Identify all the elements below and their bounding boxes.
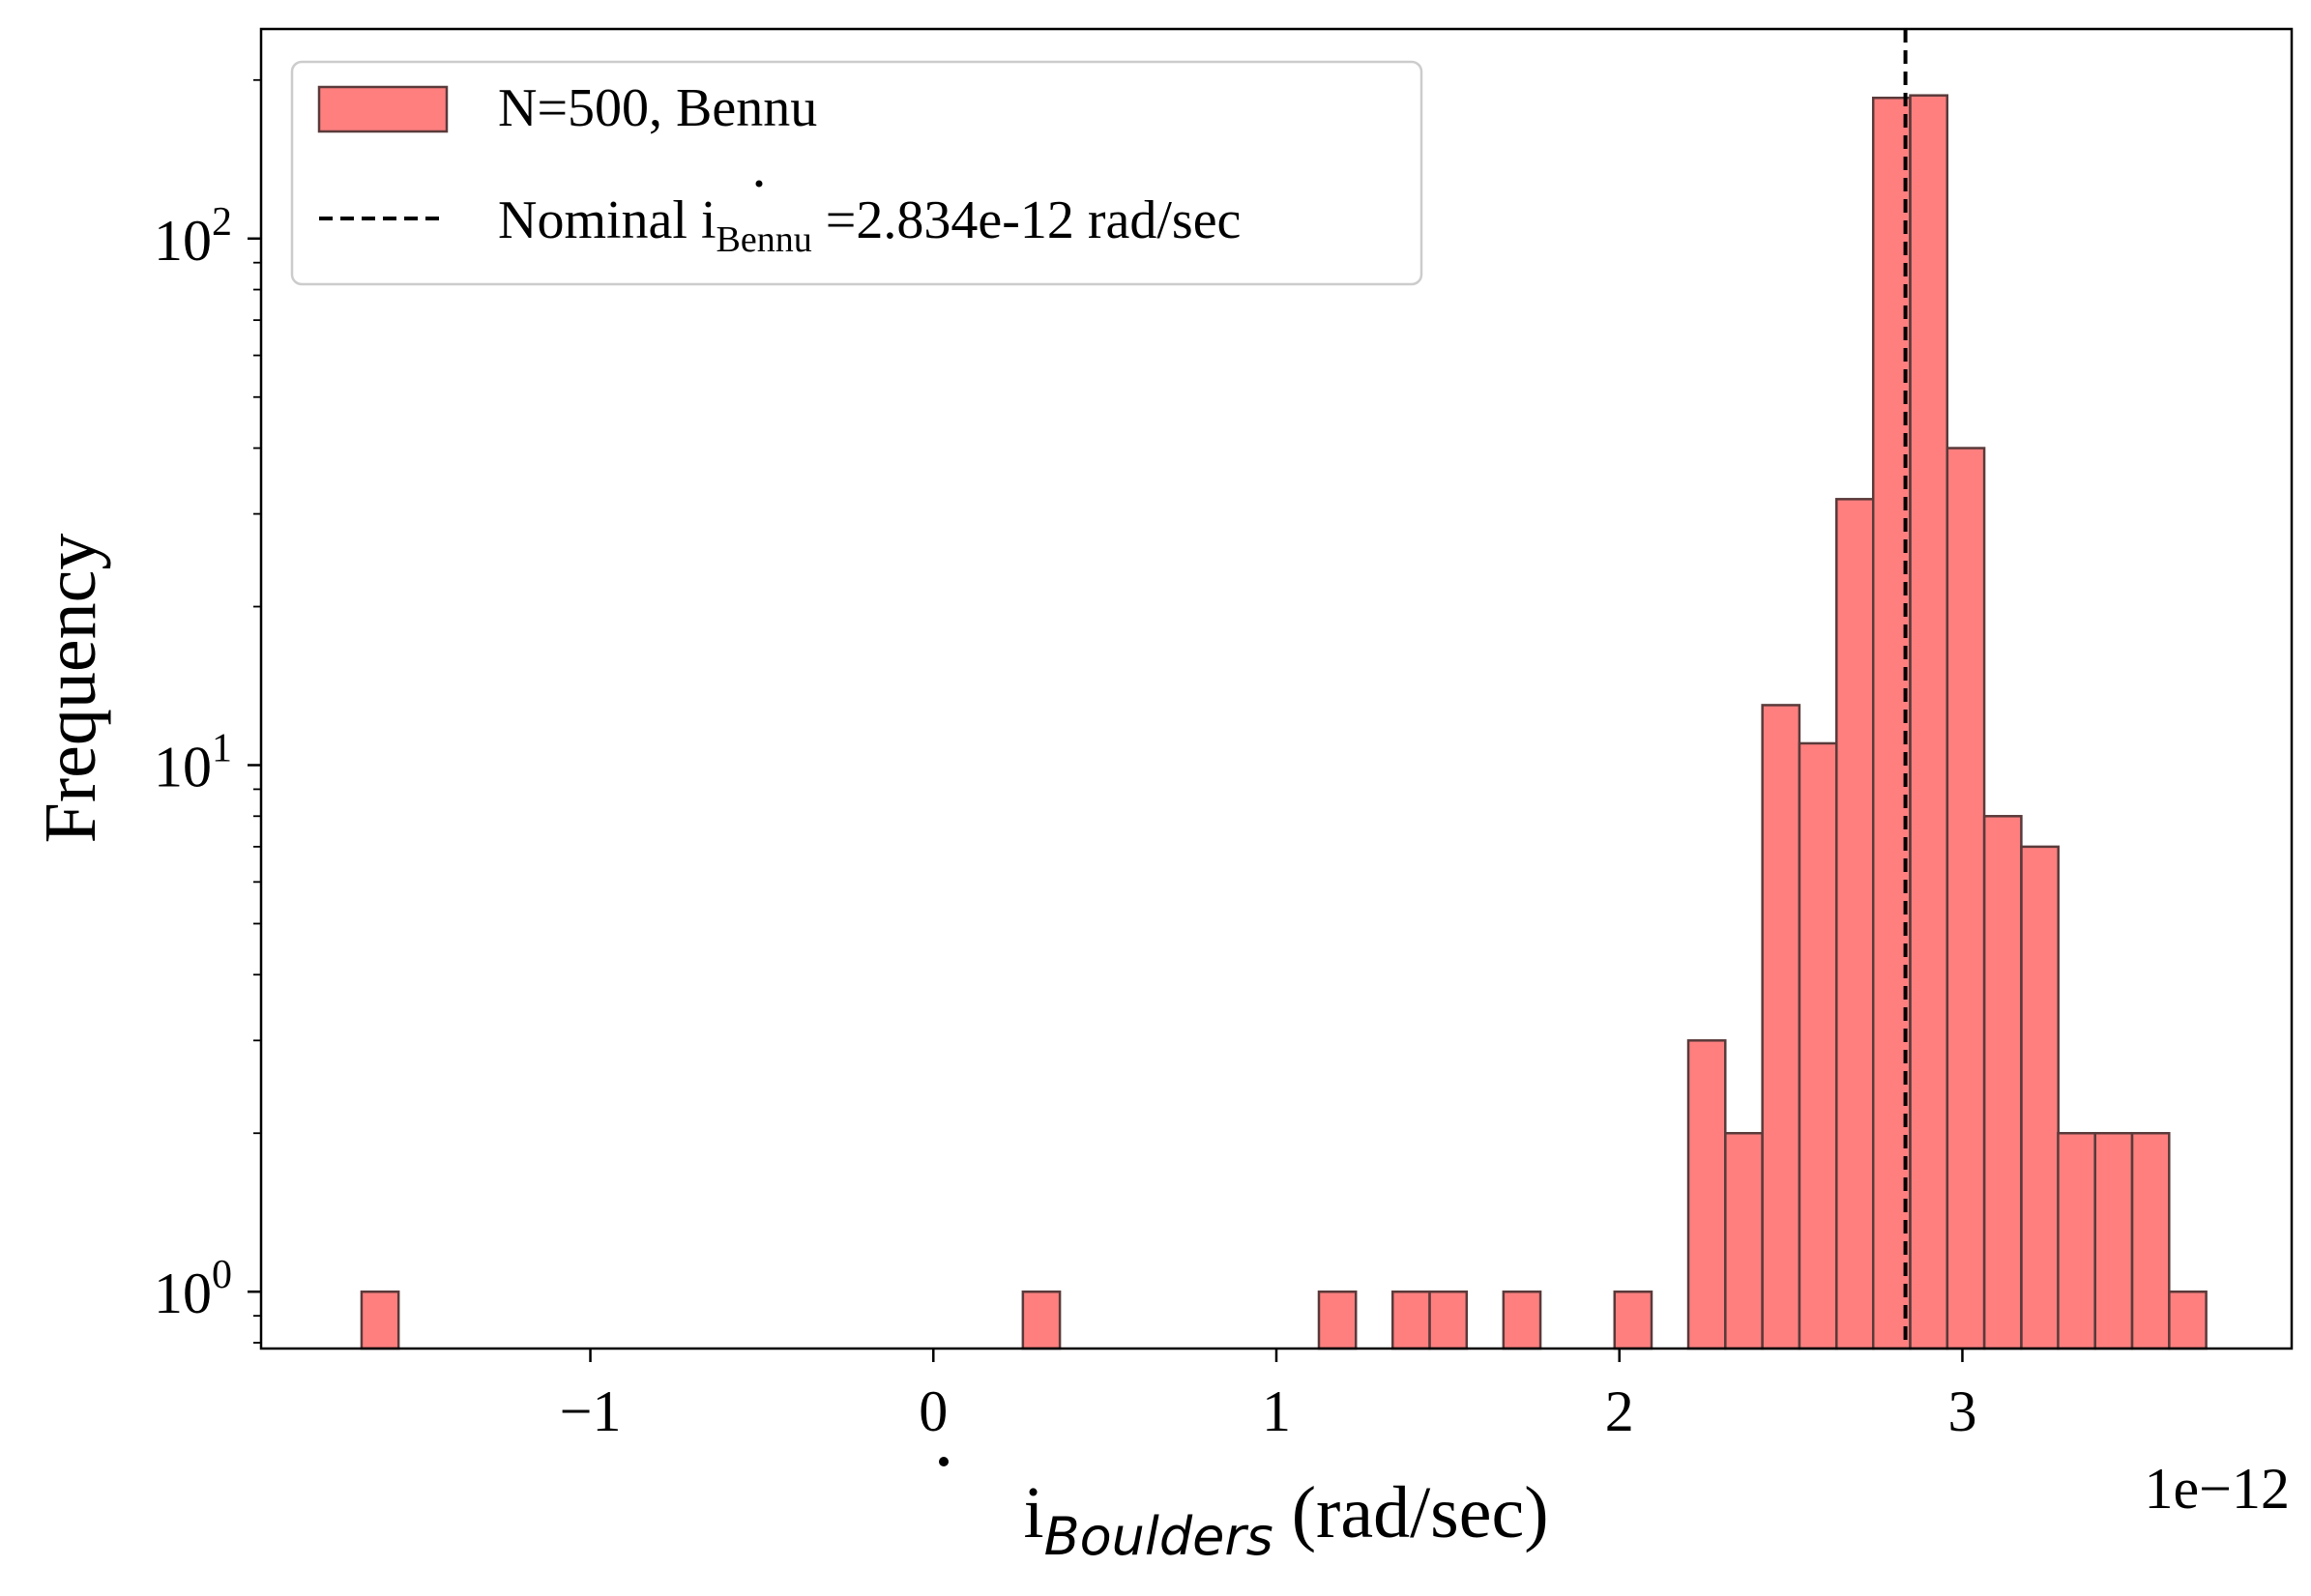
- x-axis-label-symbol: i: [1023, 1472, 1043, 1553]
- histogram-bar: [1798, 741, 1838, 1350]
- x-axis-label-dot-accent: [939, 1457, 949, 1466]
- legend-swatch-histogram: [317, 85, 449, 133]
- x-tick-label: 0: [919, 1379, 948, 1443]
- legend: N=500, Bennu Nominal iBennu =2.834e-12 r…: [290, 60, 1423, 286]
- x-tick-label: −1: [560, 1379, 622, 1443]
- x-tick-label: 3: [1947, 1379, 1976, 1443]
- histogram-bar: [1317, 1290, 1358, 1350]
- x-axis-label: iBoulders (rad/sec): [939, 1457, 1549, 1567]
- legend-label-nominal: Nominal iBennu =2.834e-12 rad/sec: [498, 190, 1241, 260]
- y-tick-label: 102: [154, 200, 232, 273]
- histogram-bar: [2168, 1290, 2208, 1350]
- histogram-bar: [2057, 1131, 2096, 1350]
- histogram-bar: [2093, 1131, 2134, 1350]
- legend-label-histogram: N=500, Bennu: [498, 78, 817, 138]
- histogram-bar: [1982, 815, 2023, 1350]
- histogram-bar: [1945, 447, 1986, 1350]
- x-tick-label: 2: [1605, 1379, 1634, 1443]
- histogram-bar: [1835, 498, 1875, 1350]
- legend-dot-accent: [755, 180, 763, 188]
- histogram-bar: [1909, 94, 1949, 1350]
- histogram-bar: [1428, 1290, 1469, 1350]
- x-axis-label-subscript: Boulders: [1044, 1506, 1273, 1567]
- histogram-bar: [2020, 845, 2060, 1350]
- y-axis-label: Frequency: [30, 534, 111, 844]
- histogram-bar: [1502, 1290, 1542, 1350]
- histogram-bar: [360, 1290, 400, 1350]
- x-tick-label: 1: [1262, 1379, 1291, 1443]
- y-tick-label: 101: [154, 726, 232, 798]
- svg-text:iBoulders (rad/sec): iBoulders (rad/sec): [1023, 1472, 1548, 1567]
- x-axis-offset-label: 1e−12: [2145, 1457, 2290, 1521]
- histogram-bar: [1686, 1039, 1727, 1350]
- y-tick-label: 100: [154, 1253, 232, 1325]
- bars-layer: [360, 94, 2208, 1350]
- x-axis-label-unit: (rad/sec): [1273, 1472, 1549, 1553]
- histogram-bar: [1724, 1131, 1764, 1350]
- histogram-bar: [1021, 1290, 1062, 1350]
- histogram-bar: [2130, 1131, 2171, 1350]
- histogram-bar: [1613, 1290, 1653, 1350]
- legend-box: [290, 60, 1423, 286]
- ticks-layer: −1 0 1 2 3 100 101 102: [154, 78, 1976, 1443]
- histogram-bar: [1391, 1290, 1431, 1350]
- histogram-bar: [1761, 704, 1801, 1350]
